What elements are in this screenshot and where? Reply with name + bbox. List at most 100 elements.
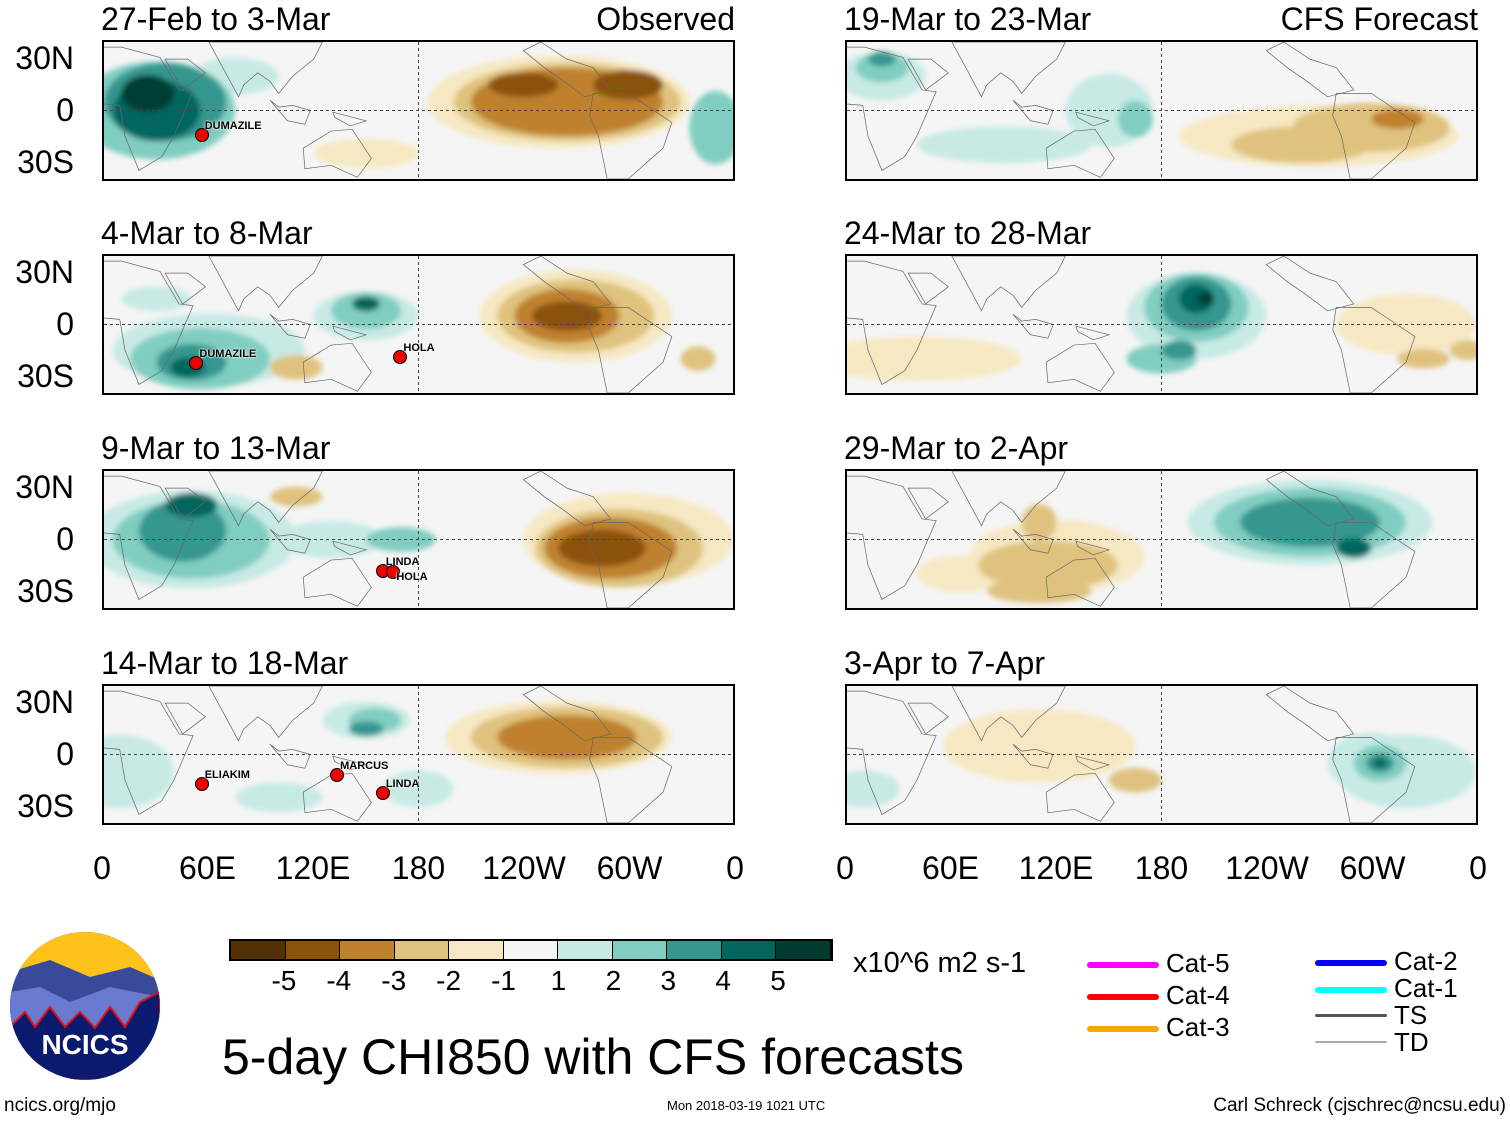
anomaly-contour [313, 138, 419, 168]
coastline [333, 756, 366, 770]
panel-title: 19-Mar to 23-Mar [844, 1, 1092, 37]
storm-label: DUMAZILE [199, 347, 257, 360]
lon-label: 120E [1018, 850, 1094, 886]
coastline [165, 488, 205, 519]
coastline [1013, 314, 1053, 338]
lat-label: 30S [17, 788, 74, 824]
cyclone-icon [194, 776, 209, 791]
legend-label: Cat-2 [1394, 946, 1458, 976]
coastline [523, 686, 610, 741]
colorbar-swatch [449, 941, 504, 959]
coastline [847, 47, 936, 170]
coastline [1266, 686, 1353, 741]
colorbar-label: -2 [436, 965, 462, 996]
coastline [303, 343, 371, 391]
anomaly-contour [1196, 292, 1214, 305]
panel-title: 27-Feb to 3-Mar [101, 1, 331, 37]
map-panel [845, 40, 1478, 181]
colorbar-label: 5 [770, 965, 786, 996]
panel-title: 9-Mar to 13-Mar [101, 430, 331, 466]
colorbar-label: -5 [271, 965, 297, 996]
coastline [523, 471, 610, 526]
legend-line-cat-2 [1315, 960, 1387, 966]
anomaly-contour [1161, 340, 1197, 360]
map-panel [845, 469, 1478, 610]
lat-label: 30S [17, 358, 74, 394]
lon-label: 60E [179, 850, 236, 886]
anomaly-contour [278, 521, 384, 558]
anomaly-contour [593, 70, 664, 100]
coastline [165, 273, 205, 304]
coastline [303, 558, 371, 606]
anomaly-contour [488, 72, 559, 98]
anomaly-contour [1397, 348, 1450, 369]
storm-label: MARCUS [340, 760, 389, 773]
coastline [1076, 112, 1109, 126]
map-panel: DUMAZILE HOLA [102, 254, 735, 395]
lat-label: 0 [56, 92, 74, 128]
storm-label: HOLA [403, 342, 435, 355]
coastline [847, 691, 936, 814]
lon-label: 0 [836, 850, 854, 886]
lat-label: 30N [15, 254, 74, 290]
coastline [333, 112, 366, 126]
coastline [908, 273, 948, 304]
coastline [1076, 756, 1109, 770]
anomaly-contour [1231, 126, 1372, 164]
colorbar [229, 939, 833, 961]
coastline [303, 129, 371, 177]
coastline [1333, 93, 1415, 179]
coastline [104, 261, 193, 384]
coastline [1013, 100, 1053, 124]
cyclone-icon [189, 355, 204, 370]
colorbar-label: -4 [326, 965, 352, 996]
anomaly-contour [558, 529, 646, 567]
anomaly-contour [689, 90, 733, 165]
storm-label: ELIAKIM [204, 768, 250, 781]
cyclone-icon [393, 350, 408, 365]
lon-label: 180 [391, 850, 446, 886]
storm-label: HOLA [396, 570, 428, 583]
coastline [952, 471, 1066, 526]
coastline [333, 326, 366, 340]
coastline [1046, 558, 1114, 606]
footer-author: Carl Schreck (cjschrec@ncsu.edu) [1213, 1095, 1506, 1116]
colorbar-swatch [721, 941, 777, 959]
coastline [590, 522, 672, 608]
map-panel [845, 684, 1478, 825]
coastline [847, 476, 936, 599]
anomaly-contour [1004, 730, 1110, 779]
colorbar-label: -3 [381, 965, 407, 996]
anomaly-contour [497, 715, 637, 760]
coastline [209, 42, 323, 97]
lon-label: 60W [1339, 850, 1406, 886]
lon-label: 120W [1225, 850, 1309, 886]
colorbar-swatch [340, 941, 395, 959]
coastline [104, 691, 193, 814]
coastline [209, 686, 323, 741]
anomaly-contour [680, 346, 716, 371]
coastline [908, 703, 948, 734]
legend-label: TS [1394, 1000, 1428, 1030]
legend-label: Cat-1 [1394, 973, 1458, 1003]
coastline [523, 256, 610, 311]
map-panel: LINDA HOLA [102, 469, 735, 610]
coastline [952, 42, 1066, 97]
panel-title: 3-Apr to 7-Apr [844, 645, 1045, 681]
coastline [952, 686, 1066, 741]
coastline [1266, 256, 1353, 311]
colorbar-swatch [612, 941, 668, 959]
coastline [1076, 541, 1109, 555]
coastline [908, 59, 948, 90]
coastline [209, 256, 323, 311]
lon-label: 120E [275, 850, 351, 886]
coastline [270, 100, 310, 124]
panel-title: 29-Mar to 2-Apr [844, 430, 1069, 466]
lon-label: 60W [596, 850, 663, 886]
lon-label: 0 [726, 850, 744, 886]
legend-label: TD [1394, 1027, 1429, 1057]
cyclone-icon [375, 785, 390, 800]
lon-label: 0 [93, 850, 111, 886]
lat-label: 0 [56, 521, 74, 557]
lat-label: 0 [56, 736, 74, 772]
